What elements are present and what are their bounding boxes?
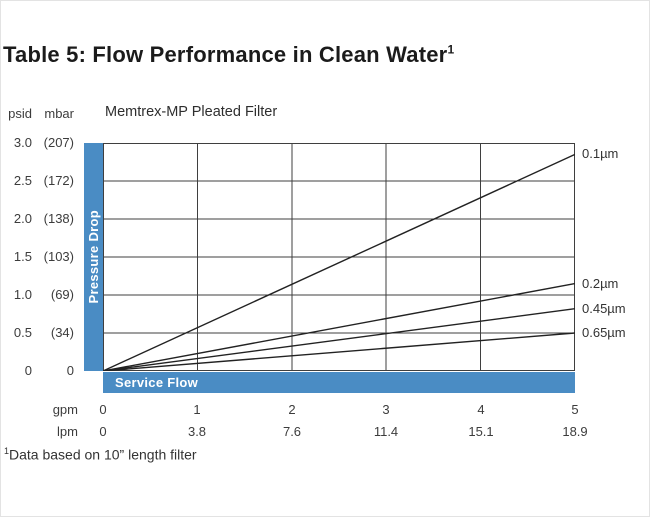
y-unit-mbar: mbar — [44, 106, 74, 121]
x-axis-lpm-row: lpm 0 3.8 7.6 11.4 15.1 18.9 — [0, 424, 650, 440]
x-tick-gpm: 5 — [571, 402, 579, 417]
x-tick-lpm: 0 — [99, 424, 107, 439]
x-tick-lpm: 11.4 — [373, 424, 399, 439]
chart-subtitle: Memtrex-MP Pleated Filter — [105, 104, 278, 120]
pressure-drop-axis-bar: Pressure Drop — [84, 143, 103, 371]
y-tick-mbar: (207) — [43, 135, 74, 150]
x-tick-gpm: 2 — [288, 402, 296, 417]
y-tick-row: 2.0 (138) — [0, 210, 80, 228]
page-title: Table 5: Flow Performance in Clean Water… — [3, 42, 454, 68]
footnote-text: Data based on 10” length filter — [9, 446, 197, 463]
series-label: 0.65µm — [582, 325, 626, 340]
y-tick-psid: 0.5 — [13, 325, 32, 340]
y-tick-mbar: (103) — [43, 249, 74, 264]
series-label: 0.45µm — [582, 300, 626, 316]
x-tick-lpm: 7.6 — [282, 424, 302, 439]
series-label: 0.1µm — [582, 146, 619, 162]
y-unit-psid: psid — [8, 106, 32, 121]
y-tick-mbar: (34) — [50, 325, 74, 340]
x-tick-gpm: 0 — [99, 402, 107, 417]
y-tick-mbar: 0 — [66, 363, 74, 378]
y-tick-row: 0 0 — [0, 362, 80, 380]
x-axis-gpm-row: gpm 0 1 2 3 4 5 — [0, 402, 650, 418]
footnote-superscript: 1 — [4, 446, 10, 456]
x-tick-lpm: 3.8 — [187, 424, 207, 439]
y-tick-row: 0.5 (34) — [0, 324, 80, 342]
service-flow-axis-bar: Service Flow — [103, 372, 575, 393]
x-tick-lpm: 18.9 — [562, 424, 588, 439]
y-tick-row: 1.0 (69) — [0, 286, 80, 304]
y-tick-psid: 1.0 — [13, 287, 32, 302]
y-tick-psid: 2.0 — [13, 211, 32, 226]
service-flow-label: Service Flow — [115, 375, 199, 390]
y-tick-psid: 0 — [24, 363, 32, 378]
x-unit-gpm: gpm — [52, 402, 78, 417]
y-axis-unit-header: psid mbar — [0, 105, 80, 123]
x-tick-gpm: 4 — [477, 402, 485, 417]
pressure-drop-label: Pressure Drop — [86, 210, 101, 304]
y-tick-psid: 2.5 — [13, 173, 32, 188]
y-tick-mbar: (69) — [50, 287, 74, 302]
y-tick-psid: 1.5 — [13, 249, 32, 264]
flow-chart-plot — [103, 143, 575, 371]
y-tick-mbar: (172) — [43, 173, 74, 188]
x-tick-gpm: 1 — [193, 402, 201, 417]
footnote: 1Data based on 10” length filter — [4, 446, 197, 463]
y-tick-mbar: (138) — [43, 211, 74, 226]
y-tick-row: 2.5 (172) — [0, 172, 80, 190]
y-tick-row: 1.5 (103) — [0, 248, 80, 266]
x-unit-lpm: lpm — [57, 424, 78, 439]
series-label: 0.2µm — [582, 275, 619, 291]
page-title-superscript: 1 — [447, 42, 455, 57]
x-tick-lpm: 15.1 — [468, 424, 494, 439]
page-title-text: Table 5: Flow Performance in Clean Water — [3, 42, 448, 67]
x-tick-gpm: 3 — [382, 402, 390, 417]
y-tick-psid: 3.0 — [13, 135, 32, 150]
y-tick-row: 3.0 (207) — [0, 134, 80, 152]
